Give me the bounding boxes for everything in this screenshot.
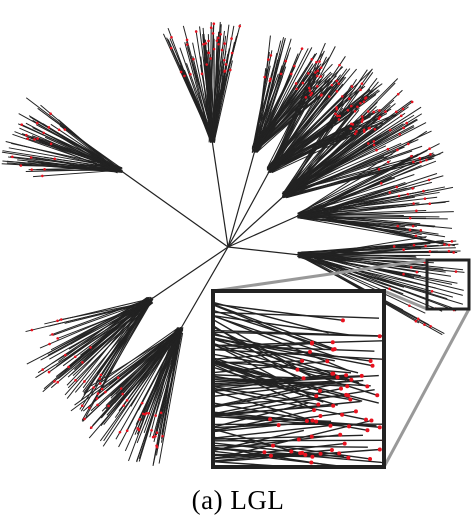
cluster-left-nodes bbox=[11, 112, 67, 178]
zoom-connector-lines bbox=[212, 258, 471, 468]
cluster-bottom-left-nodes bbox=[30, 318, 103, 410]
cluster-right-lower-nodes bbox=[388, 240, 460, 328]
cluster-right bbox=[296, 130, 456, 247]
zoom-inset bbox=[215, 302, 382, 465]
cluster-right-trunk bbox=[227, 214, 301, 248]
cluster-top-right-trunk bbox=[227, 169, 271, 248]
zoom-connector-line bbox=[212, 258, 428, 293]
cluster-top-right-nodes bbox=[307, 60, 382, 136]
zoom-connector-line bbox=[382, 308, 471, 468]
cluster-right-lower-trunk bbox=[227, 246, 301, 256]
cluster-right-upper-trunk bbox=[227, 194, 286, 248]
graph-nodes bbox=[11, 22, 460, 449]
cluster-bottom bbox=[70, 326, 184, 467]
zoom-inset-frame bbox=[211, 289, 386, 469]
zoom-region-box bbox=[425, 258, 471, 311]
cluster-top-trunk bbox=[227, 149, 256, 248]
cluster-right-upper-nodes bbox=[334, 82, 428, 171]
cluster-right-upper bbox=[281, 68, 441, 199]
cluster-left bbox=[1, 97, 124, 178]
cluster-right-nodes bbox=[379, 147, 446, 246]
figure-caption: (a) LGL bbox=[191, 485, 285, 515]
zoom-connector-line bbox=[383, 289, 428, 311]
cluster-left-trunk bbox=[119, 169, 229, 248]
cluster-bottom-left-trunk bbox=[149, 246, 229, 301]
cluster-bottom-trunk bbox=[179, 246, 229, 331]
cluster-bottom-nodes bbox=[83, 376, 164, 449]
cluster-top-left-up-trunk bbox=[211, 139, 229, 248]
cluster-top-nodes bbox=[263, 47, 338, 99]
cluster-top-left-up bbox=[162, 21, 241, 143]
cluster-top-left-up-nodes bbox=[169, 22, 242, 78]
